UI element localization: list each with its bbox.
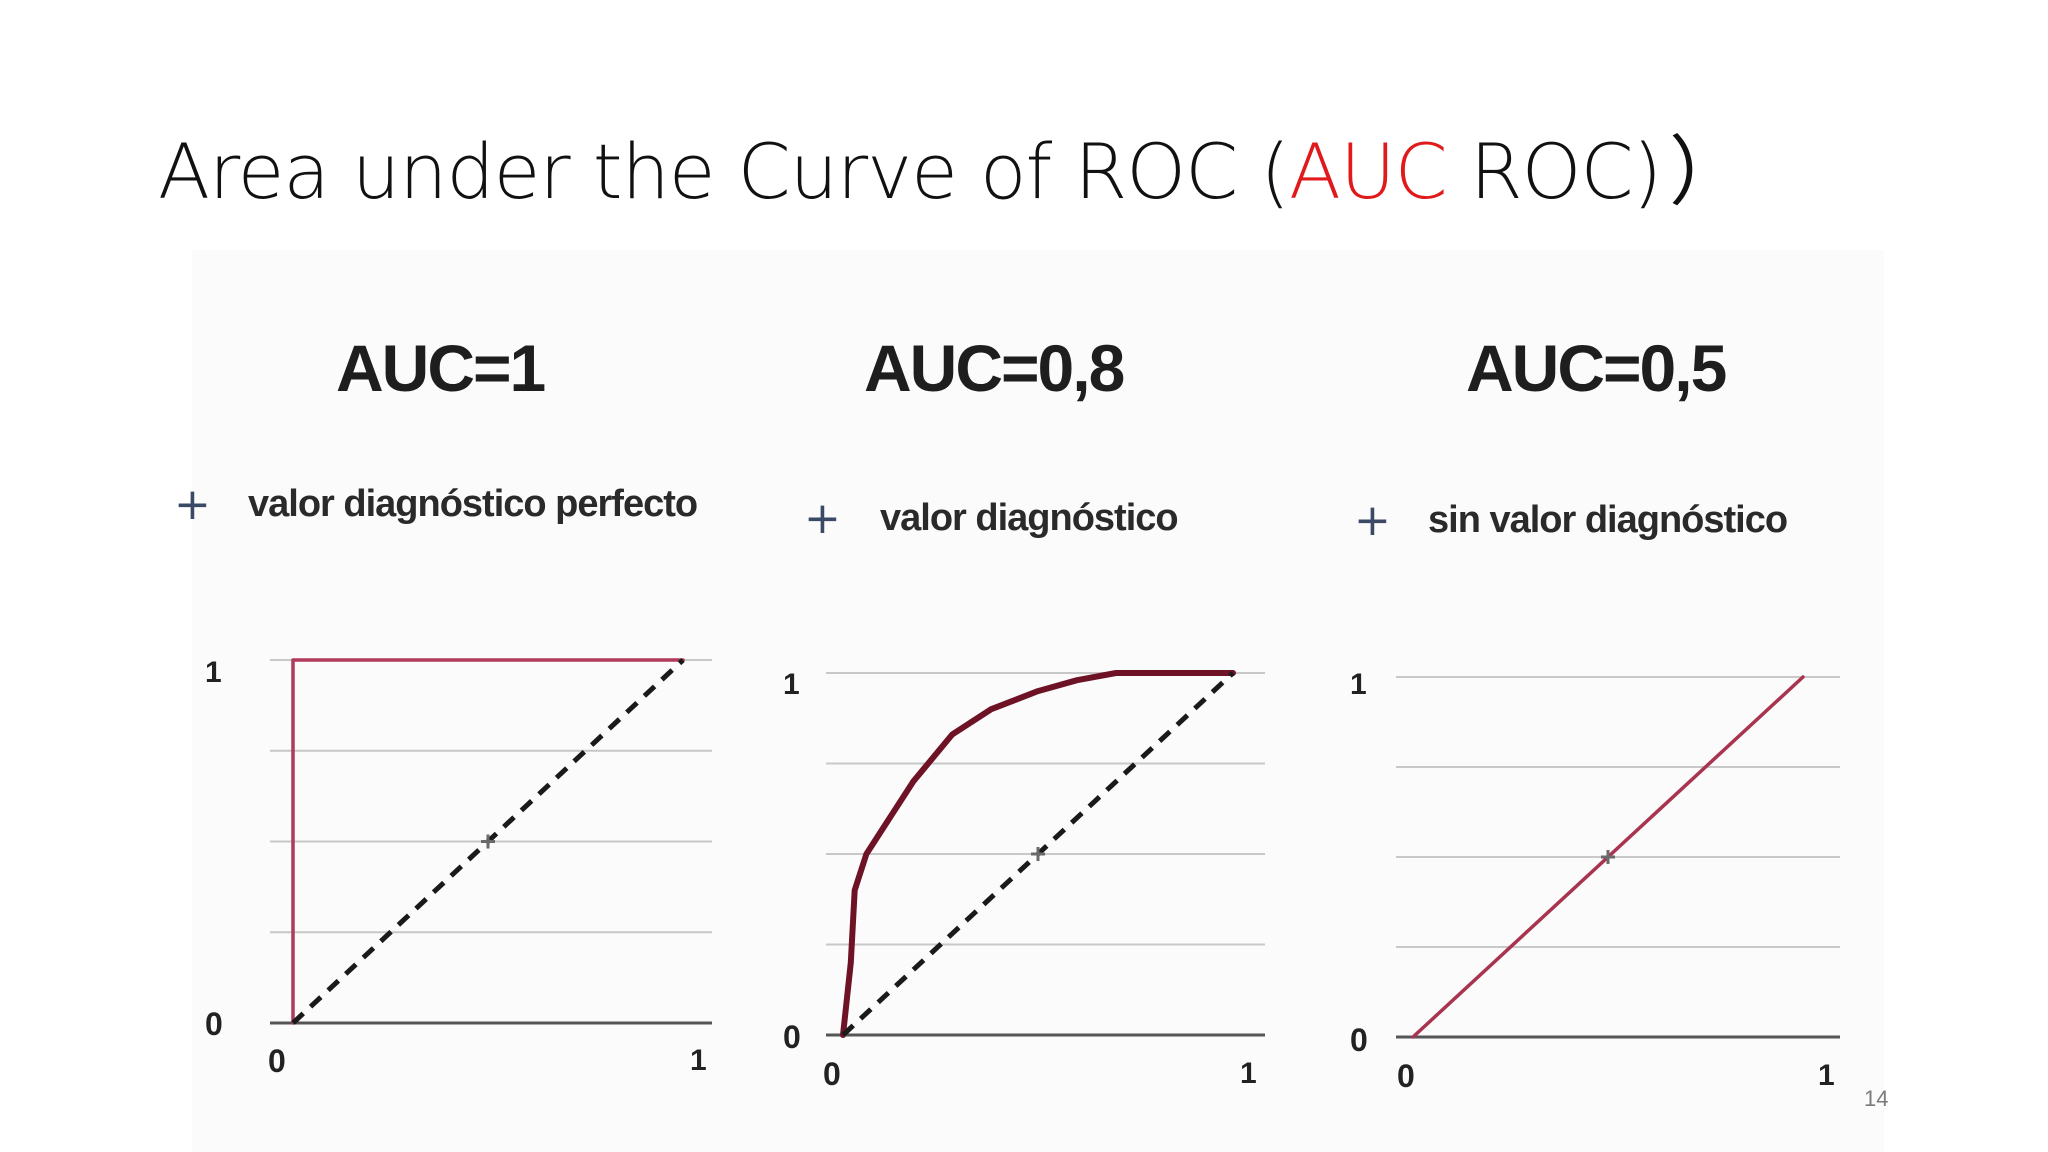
- panel-1-y-tick-max: 1: [205, 656, 222, 689]
- title-suffix: ROC): [1446, 127, 1662, 216]
- panel-2-heading: AUC=0,8: [864, 331, 1125, 405]
- panel-1-plus-icon: +: [174, 479, 211, 530]
- page-number: 14: [1864, 1086, 1889, 1111]
- panel-3-heading: AUC=0,5: [1466, 331, 1727, 405]
- panel-3-caption: sin valor diagnóstico: [1428, 499, 1788, 541]
- panel-2-x-tick-min: 0: [823, 1056, 841, 1092]
- title-accent: AUC: [1288, 127, 1448, 216]
- panel-3-y-tick-min: 0: [1350, 1022, 1368, 1058]
- panel-1-x-tick-min: 0: [268, 1043, 286, 1079]
- panel-3-x-tick-max: 1: [1818, 1059, 1835, 1092]
- panel-3-x-tick-min: 0: [1397, 1058, 1415, 1094]
- panel-3-center-marker: [1601, 850, 1615, 864]
- title-prefix: Area under the Curve of ROC (: [158, 127, 1290, 216]
- title-trailing-bracket: ）: [1669, 127, 1745, 216]
- panel-2-y-tick-max: 1: [783, 668, 800, 701]
- panel-2-center-marker: [1031, 847, 1045, 861]
- panel-1-x-tick-max: 1: [690, 1044, 707, 1077]
- panel-1-center-marker: [481, 834, 495, 849]
- panel-1-roc-curve: [291, 658, 685, 1025]
- panel-2-roc-curve: [840, 670, 1236, 1038]
- panel-1-y-tick-min: 0: [205, 1006, 223, 1042]
- panel-3-plus-icon: +: [1354, 495, 1391, 546]
- slide-title: Area under the Curve of ROC (AUC ROC)）: [158, 112, 1745, 232]
- panel-2-plus-icon: +: [804, 493, 841, 544]
- roc-figure-background: [192, 250, 1884, 1152]
- panel-1-caption: valor diagnóstico perfecto: [248, 483, 698, 525]
- panel-1-heading: AUC=1: [336, 331, 546, 405]
- panel-2-x-tick-max: 1: [1240, 1057, 1257, 1090]
- panel-2-caption: valor diagnóstico: [880, 497, 1179, 539]
- panel-2-y-tick-min: 0: [783, 1019, 801, 1055]
- panel-3-y-tick-max: 1: [1350, 668, 1367, 701]
